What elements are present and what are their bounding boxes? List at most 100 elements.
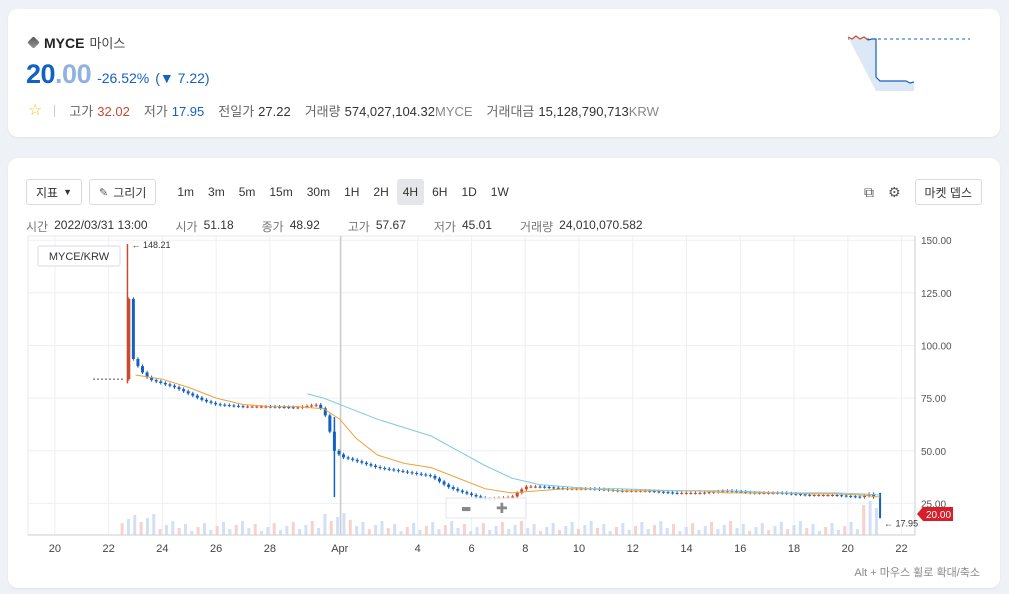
candle-body (191, 393, 195, 396)
y-tick-label: 50.00 (921, 447, 946, 458)
candle-body (840, 495, 844, 497)
chart-card: 지표 ▼ ✎ 그리기 1m 3m 5m 15m 30m 1H 2H 4H 6H 1D 1W ⧉ ⚙ 마켓… (8, 158, 1000, 588)
volume-bar (431, 522, 435, 535)
volume-bar (158, 529, 162, 535)
stat-prev-close: 전일가 27.22 (218, 104, 291, 119)
y-tick-label: 125.00 (921, 289, 952, 300)
candle-body (835, 494, 839, 496)
candle-body (798, 494, 802, 496)
candle-body (470, 493, 473, 495)
volume-bar (608, 531, 612, 535)
interval-1d[interactable]: 1D (461, 185, 477, 199)
candle-body (415, 473, 419, 475)
candle-body (689, 492, 693, 494)
candle-body (438, 478, 442, 482)
favorite-star-icon[interactable]: ☆ (28, 101, 43, 119)
x-tick-label: 28 (264, 543, 276, 555)
candle-body (255, 406, 259, 408)
volume-bar (361, 522, 365, 535)
volume-bar (564, 526, 568, 535)
candle-body (867, 494, 871, 496)
candle-body (296, 407, 300, 409)
interval-15m[interactable]: 15m (269, 185, 293, 199)
candle-body (346, 457, 350, 459)
interval-1h[interactable]: 1H (344, 185, 360, 199)
candle-body (693, 492, 697, 494)
volume-bar (811, 524, 815, 535)
market-depth-button[interactable]: 마켓 뎁스 (914, 179, 982, 205)
volume-bar (475, 527, 479, 535)
candle-body (360, 461, 364, 463)
pencil-icon: ✎ (99, 186, 109, 199)
volume-bar (710, 522, 714, 535)
current-price: 20.00 (26, 59, 92, 89)
volume-bar (767, 530, 771, 535)
low-marker-label: ← 17.95 (884, 518, 918, 528)
candle-body (159, 381, 163, 383)
y-tick-label: 100.00 (921, 341, 952, 352)
coin-logo-icon (27, 36, 40, 49)
volume-bar (139, 522, 143, 535)
x-tick-label: 22 (103, 543, 115, 555)
volume-bar (285, 526, 289, 535)
candle-body (675, 492, 679, 494)
volume-bar (298, 529, 302, 535)
x-tick-label: Apr (331, 543, 348, 555)
fullscreen-icon[interactable]: ⧉ (863, 183, 874, 200)
x-tick-label: 16 (734, 543, 746, 555)
volume-bar (722, 525, 726, 535)
interval-1m[interactable]: 1m (177, 185, 195, 199)
volume-bar (164, 525, 168, 535)
last-price-tag (917, 506, 953, 521)
volume-bar (729, 521, 733, 535)
ticker-card: MYCE 마이스 20.00 -26.52% (▼ 7.22) ☆ 고가 32.0… (8, 9, 1000, 137)
volume-bar (462, 524, 466, 535)
candle-body (460, 490, 464, 493)
interval-1w[interactable]: 1W (490, 185, 509, 199)
volume-bar (424, 526, 428, 535)
zoom-hint: Alt + 마우스 휠로 확대/축소 (854, 567, 980, 579)
candle-body (150, 377, 154, 381)
candle-body (186, 391, 190, 394)
volume-bar (342, 513, 346, 535)
gear-icon[interactable]: ⚙ (887, 183, 901, 200)
candle-body (849, 495, 853, 497)
candle-body (552, 487, 556, 489)
volume-bar (849, 522, 853, 535)
interval-4h[interactable]: 4H (396, 179, 425, 205)
x-tick-label: 10 (573, 543, 585, 555)
candle-body (515, 492, 519, 497)
candle-body (337, 450, 341, 455)
candle-body (698, 492, 702, 494)
candle-body (227, 405, 231, 407)
volume-bar (634, 526, 638, 535)
candle-body (282, 406, 286, 408)
price-chart[interactable]: 150.00 125.00 100.00 75.00 50.00 25.00 20 22 24 2… (8, 158, 1000, 588)
volume-bar (171, 521, 175, 535)
volume-bar (805, 528, 809, 535)
volume-bar (817, 531, 821, 535)
candle-body (218, 404, 222, 406)
candle-body (177, 387, 181, 390)
series-line-ma_short (135, 374, 881, 498)
interval-3m[interactable]: 3m (208, 185, 225, 199)
stat-trade-value: 거래대금 15,128,790,713KRW (486, 104, 659, 119)
interval-30m[interactable]: 30m (306, 185, 331, 199)
pair-legend-box (37, 245, 121, 267)
volume-bar (450, 521, 454, 535)
candle-body (154, 380, 158, 382)
candle-body (204, 399, 208, 402)
interval-2h[interactable]: 2H (373, 185, 389, 199)
draw-button[interactable]: ✎ 그리기 (89, 179, 157, 205)
volume-bar (355, 526, 359, 535)
interval-5m[interactable]: 5m (238, 185, 256, 199)
candle-body (511, 496, 515, 498)
price-row: 20.00 -26.52% (▼ 7.22) (26, 59, 210, 90)
volume-bar (602, 524, 606, 535)
candle-body (182, 389, 186, 392)
interval-6h[interactable]: 6H (432, 185, 448, 199)
candle-body (844, 495, 848, 497)
zoom-in-icon: ✚ (496, 501, 508, 517)
indicator-button[interactable]: 지표 ▼ (26, 179, 83, 205)
candle-body (666, 492, 670, 494)
